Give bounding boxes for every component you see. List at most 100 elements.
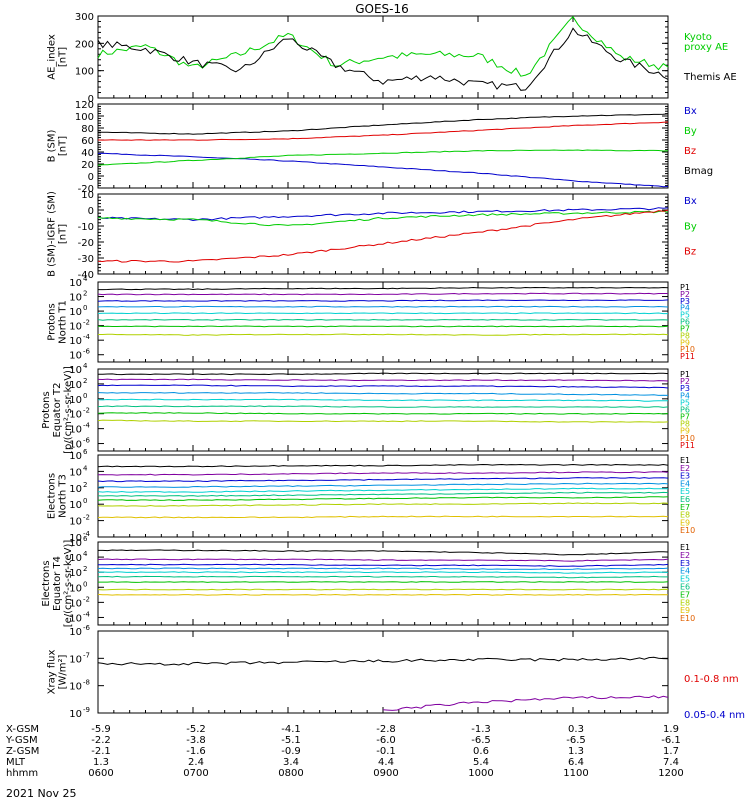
ytick-label-bsm: 120: [75, 100, 94, 111]
series-bsm-bx: [97, 152, 669, 188]
xaxis-tick-y_gsm: -2.2: [91, 735, 111, 746]
series-ee-e9: [97, 593, 669, 596]
legend-pe: P11: [680, 441, 695, 450]
xaxis-tick-hhmm: 0800: [278, 768, 303, 779]
panel-frame-xr: [97, 630, 669, 714]
legend-pn: P8: [680, 331, 690, 340]
ytick-label-xr: 10: [69, 627, 82, 638]
series-bsm-bmag: [97, 113, 669, 135]
xaxis-tick-z_gsm: -1.6: [186, 746, 206, 757]
ylabel-bigrf: [nT]: [58, 224, 69, 244]
ylabel-bsm: B (SM): [47, 129, 58, 162]
ytick-exp-pn: -2: [83, 319, 90, 327]
ytick-label-en: 10: [69, 451, 82, 462]
series-bsm-bz: [97, 121, 669, 141]
ytick-exp-ee: 2: [83, 565, 87, 573]
ytick-label-ee: 10: [69, 598, 82, 609]
legend-ae: Kyoto: [684, 32, 712, 43]
legend-pe: P4: [680, 391, 690, 400]
ylabel-bigrf: B (SM)-IGRF (SM): [47, 191, 58, 277]
ytick-label-pn: 10: [69, 336, 82, 347]
legend-en: E10: [680, 526, 695, 535]
series-pn-p2: [97, 292, 668, 296]
ylabel-pn: North T1: [58, 300, 69, 344]
series-bigrf-bz: [97, 209, 669, 263]
series-en-e1: [97, 463, 669, 468]
series-en-e2: [97, 471, 669, 476]
ytick-exp-pe: -2: [83, 407, 90, 415]
xaxis-tick-z_gsm: 1.7: [663, 746, 679, 757]
ytick-exp-xr: -9: [83, 706, 90, 714]
ytick-label-pn: 10: [69, 351, 82, 362]
xaxis-tick-y_gsm: -3.8: [186, 735, 206, 746]
legend-bigrf: Bz: [684, 247, 696, 258]
ytick-label-pe: 10: [69, 440, 82, 451]
panel-bigrf: -40 -30 -20 -10 0 10 B (SM)-IGRF (SM) [nT] Bx By B…: [47, 190, 697, 281]
xaxis-tick-z_gsm: -0.1: [376, 746, 396, 757]
legend-pn: P5: [680, 311, 690, 320]
legend-en: E2: [680, 464, 690, 473]
legend-pn: P9: [680, 338, 690, 347]
ylabel-pe: [p/(cm²-s-sr-keV)]: [63, 366, 74, 454]
xaxis-row-label: Z-GSM: [6, 746, 39, 757]
series-en-e8: [97, 502, 669, 507]
xaxis-tick-y_gsm: -6.5: [566, 735, 586, 746]
legend-bsm: By: [684, 126, 697, 137]
legend-pn: P10: [680, 345, 695, 354]
ytick-exp-xr: -8: [83, 679, 90, 687]
legend-pe: P1: [680, 370, 690, 379]
xaxis-tick-z_gsm: 1.3: [568, 746, 584, 757]
xaxis-tick-mlt: 5.4: [473, 757, 489, 768]
ylabel-en: Electrons: [47, 473, 58, 519]
ylabel-ee: Electrons: [41, 560, 52, 606]
legend-ee: E2: [680, 551, 690, 560]
legend-pe: P9: [680, 427, 690, 436]
xaxis-tick-mlt: 7.4: [663, 757, 679, 768]
ytick-label-bsm: 100: [75, 112, 94, 123]
ytick-exp-ee: -2: [83, 595, 90, 603]
ytick-label-ae: 300: [75, 12, 94, 23]
series-en-e3: [97, 477, 669, 483]
series-en-e9: [97, 515, 669, 519]
legend-en: E4: [680, 479, 690, 488]
ytick-label-pn: 10: [69, 278, 82, 289]
legend-xr: 0.05-0.4 nm: [684, 710, 745, 721]
ytick-label-bsm: 0: [88, 172, 94, 183]
xaxis-tick-y_gsm: -6.1: [661, 735, 681, 746]
series-pe-p6: [97, 405, 669, 408]
series-pe-p2: [97, 378, 669, 382]
ytick-label-pn: 10: [69, 307, 82, 318]
ytick-exp-ee: 0: [83, 580, 87, 588]
ytick-label-en: 10: [69, 533, 82, 544]
legend-ee: E1: [680, 543, 690, 552]
legend-pe: P10: [680, 434, 695, 443]
ytick-label-pn: 10: [69, 322, 82, 333]
ytick-label-ee: 10: [69, 538, 82, 549]
legend-pe: P7: [680, 413, 690, 422]
ytick-label-bigrf: -40: [78, 270, 94, 281]
ylabel-pe: Protons: [41, 391, 52, 428]
legend-en: E8: [680, 511, 690, 520]
xaxis-tick-hhmm: 0700: [183, 768, 208, 779]
series-en-e6: [97, 491, 669, 497]
xaxis-tick-mlt: 4.4: [378, 757, 394, 768]
legend-pn: P7: [680, 324, 690, 333]
ylabel-ae: [nT]: [58, 47, 69, 67]
ytick-label-bsm: 20: [81, 160, 94, 171]
xaxis-tick-x_gsm: -1.3: [471, 724, 491, 735]
ytick-label-bsm: -20: [78, 184, 94, 195]
legend-ee: E5: [680, 575, 690, 584]
series-ae-kyoto-proxy-ae: [97, 15, 669, 77]
legend-pn: P6: [680, 318, 690, 327]
series-ee-e1: [98, 549, 669, 556]
xaxis-tick-x_gsm: 0.3: [568, 724, 584, 735]
ytick-label-ee: 10: [69, 568, 82, 579]
legend-pe: P5: [680, 398, 690, 407]
xaxis-tick-hhmm: 1200: [658, 768, 683, 779]
ytick-exp-pe: 0: [83, 392, 87, 400]
ylabel-ae: AE_index: [47, 34, 58, 80]
ytick-label-bigrf: 10: [81, 190, 94, 201]
